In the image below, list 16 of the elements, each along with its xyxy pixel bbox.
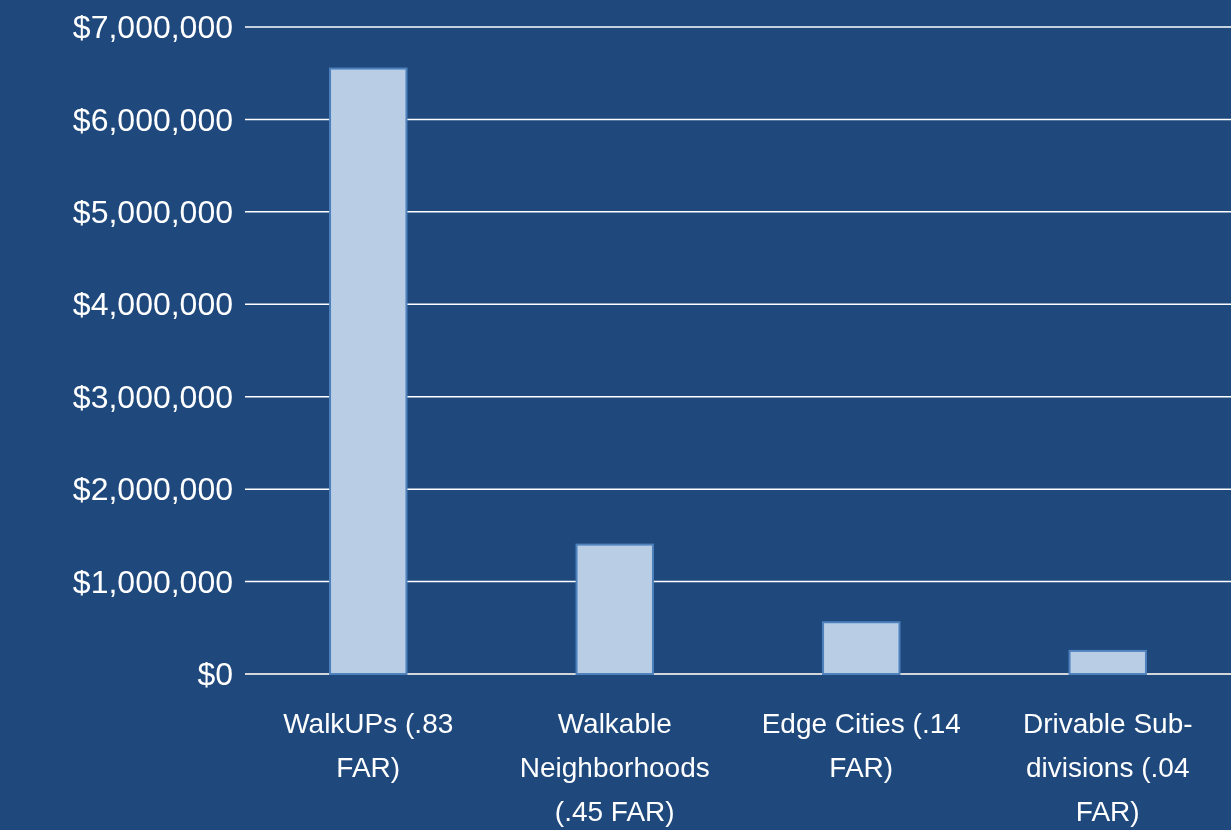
y-tick-label: $4,000,000	[72, 286, 233, 323]
x-tick-label: Edge Cities (.14 FAR)	[761, 708, 961, 783]
y-tick-label: $6,000,000	[72, 101, 233, 138]
y-tick-label: $2,000,000	[72, 471, 233, 508]
x-tick-label: Walkable Neighborhoods (.45 FAR)	[519, 708, 710, 827]
y-tick-label: $0	[197, 656, 233, 693]
x-tick-label: Drivable Sub-divisions (.04 FAR)	[1022, 708, 1193, 827]
y-tick-label: $7,000,000	[72, 9, 233, 46]
bar	[1068, 649, 1147, 675]
bar	[329, 67, 408, 675]
bar	[575, 543, 654, 675]
y-tick-label: $3,000,000	[72, 378, 233, 415]
y-tick-label: $1,000,000	[72, 563, 233, 600]
x-tick-label: WalkUPs (.83 FAR)	[283, 708, 454, 783]
bar	[822, 621, 901, 675]
y-tick-label: $5,000,000	[72, 194, 233, 231]
